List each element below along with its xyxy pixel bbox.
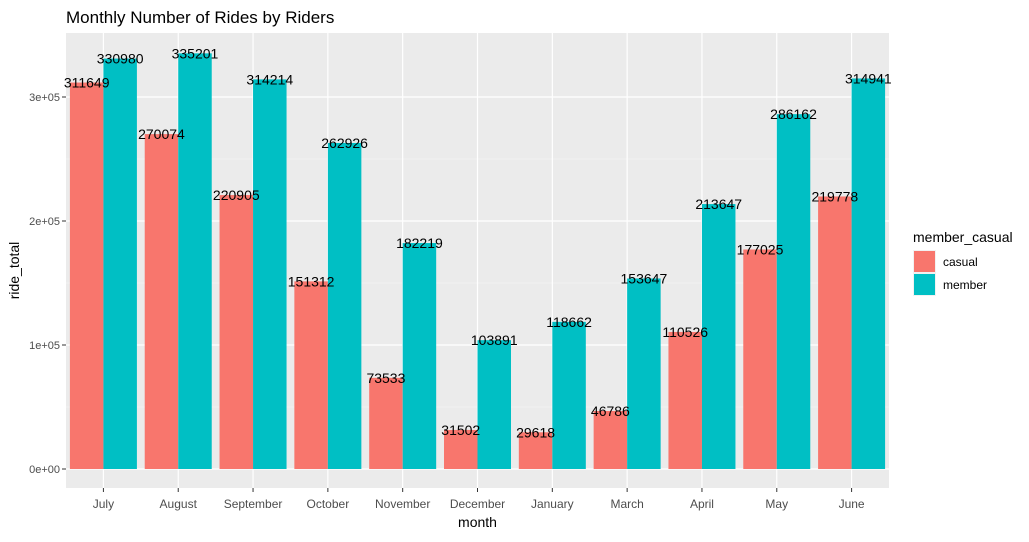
- data-label-casual-april: 110526: [662, 324, 708, 340]
- bar-casual-august: [144, 134, 179, 469]
- x-axis: July August September October November Decemb…: [93, 488, 865, 511]
- chart-title: Monthly Number of Rides by Riders: [66, 8, 334, 27]
- data-label-member-may: 286162: [770, 106, 817, 122]
- data-label-casual-september: 220905: [213, 187, 260, 203]
- data-label-casual-january: 29618: [516, 424, 555, 440]
- legend-label-member: member: [943, 278, 987, 292]
- bar-member-november: [402, 243, 437, 469]
- x-tick-label: June: [839, 497, 865, 511]
- bar-casual-july: [69, 82, 104, 469]
- data-labels: 311649 270074 220905 151312 73533 31502 29618 4…: [64, 45, 892, 440]
- data-label-member-january: 118662: [546, 314, 592, 330]
- bars: [69, 53, 886, 470]
- bar-casual-november: [369, 377, 403, 469]
- bar-casual-september: [219, 195, 254, 469]
- data-label-member-october: 262926: [321, 135, 368, 151]
- legend-items: casual member: [913, 250, 987, 296]
- bar-member-june: [851, 78, 886, 470]
- bar-member-may: [776, 114, 811, 469]
- data-label-member-december: 103891: [471, 332, 518, 348]
- bar-casual-june: [818, 196, 852, 469]
- x-tick-label: March: [610, 497, 643, 511]
- x-tick-label: August: [160, 497, 198, 511]
- x-tick-label: July: [93, 497, 114, 511]
- x-axis-label: month: [458, 514, 497, 530]
- x-tick-label: October: [307, 497, 350, 511]
- data-label-member-april: 213647: [695, 196, 742, 212]
- bar-member-december: [477, 340, 511, 469]
- bar-member-august: [178, 53, 212, 469]
- bar-casual-march: [593, 410, 628, 469]
- bar-member-march: [627, 278, 661, 469]
- y-axis: 0e+00 1e+05 2e+05 3e+05: [29, 92, 66, 476]
- legend-label-casual: casual: [943, 255, 978, 269]
- y-tick-label: 0e+00: [29, 464, 60, 476]
- data-label-casual-may: 177025: [737, 241, 784, 257]
- data-label-casual-march: 46786: [591, 403, 630, 419]
- x-tick-label: May: [765, 497, 788, 511]
- legend: member_casual casual member: [913, 229, 1013, 296]
- legend-swatch-member: [914, 274, 935, 295]
- data-label-member-march: 153647: [621, 270, 668, 286]
- data-label-member-august: 335201: [172, 45, 219, 61]
- bar-casual-april: [668, 331, 702, 469]
- bar-casual-october: [294, 281, 328, 469]
- bar-casual-december: [444, 429, 478, 469]
- legend-title: member_casual: [913, 229, 1013, 245]
- x-tick-label: December: [450, 497, 505, 511]
- bar-casual-january: [518, 432, 553, 469]
- data-label-casual-december: 31502: [441, 422, 480, 438]
- bar-member-july: [103, 58, 137, 469]
- y-tick-label: 1e+05: [29, 340, 60, 352]
- x-tick-label: April: [690, 497, 714, 511]
- data-label-member-july: 330980: [97, 51, 144, 67]
- data-label-casual-july: 311649: [64, 75, 110, 91]
- bar-casual-may: [743, 249, 777, 469]
- y-tick-label: 3e+05: [29, 92, 60, 104]
- data-label-casual-june: 219778: [811, 188, 858, 204]
- bar-member-september: [253, 79, 287, 470]
- y-axis-label: ride_total: [6, 242, 22, 300]
- x-tick-label: November: [375, 497, 430, 511]
- data-label-member-september: 314214: [246, 71, 293, 87]
- data-label-casual-october: 151312: [288, 273, 335, 289]
- data-label-casual-august: 270074: [138, 126, 185, 142]
- data-label-casual-november: 73533: [366, 370, 405, 386]
- x-tick-label: January: [531, 497, 574, 511]
- data-label-member-june: 314941: [845, 70, 892, 86]
- data-label-member-november: 182219: [396, 235, 443, 251]
- x-tick-label: September: [224, 497, 283, 511]
- bar-member-april: [701, 204, 736, 470]
- legend-swatch-casual: [914, 251, 935, 272]
- y-tick-label: 2e+05: [29, 216, 60, 228]
- bar-member-january: [552, 321, 586, 469]
- bar-member-october: [327, 142, 362, 470]
